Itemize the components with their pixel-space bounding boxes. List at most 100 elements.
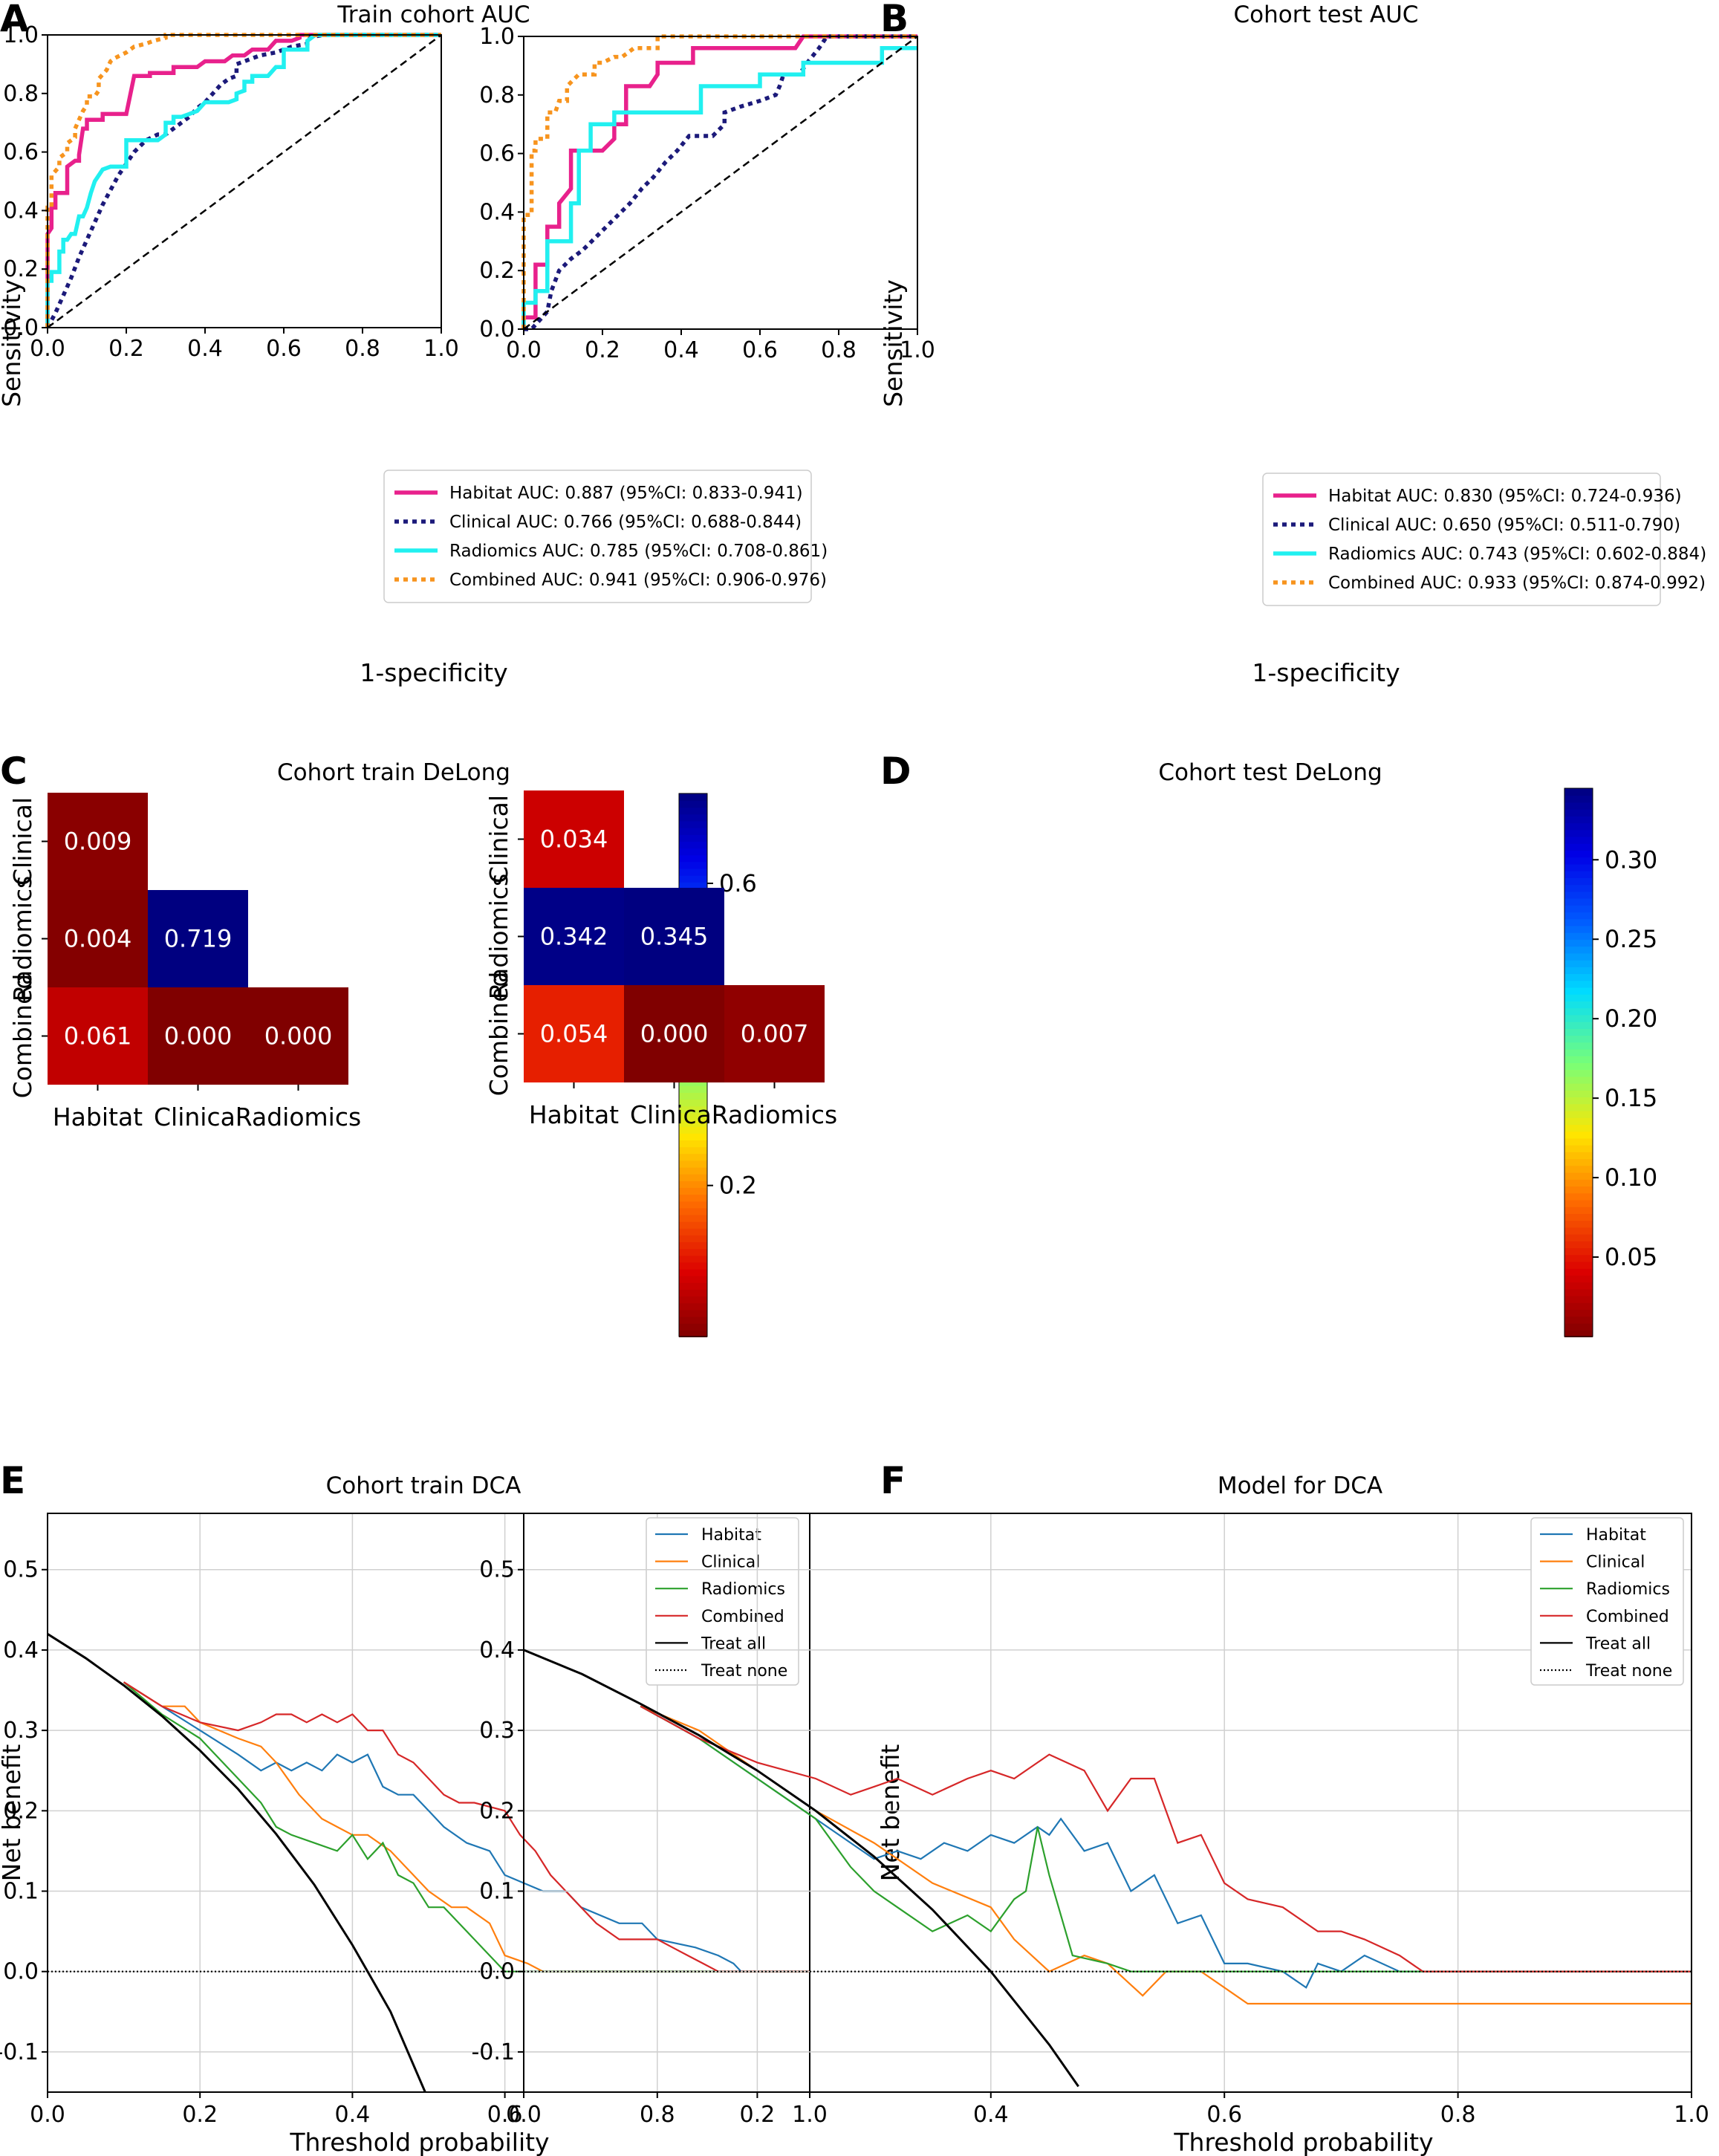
- panel-d-colorbar-segment: [1564, 829, 1593, 837]
- panel-d-colorbar-segment: [1564, 932, 1593, 940]
- panel-c-cell-label: 0.009: [64, 828, 132, 856]
- panel-c-cell-r2-c1: [148, 987, 248, 1085]
- panel-a-xtick-label: 0.8: [345, 336, 380, 362]
- panel-a-ytick-label: 1.0: [3, 22, 39, 48]
- panel-a-ytick-label: 0.4: [3, 198, 39, 224]
- panel-d-colorbar-segment: [1564, 1069, 1593, 1077]
- panel-c-colorbar-segment: [679, 834, 707, 842]
- panel-c-colorbar-segment: [679, 1119, 707, 1127]
- panel-d-colorbar-segment: [1564, 822, 1593, 831]
- panel-b-legend: Habitat AUC: 0.830 (95%CI: 0.724-0.936) C…: [1262, 473, 1706, 606]
- panel-c-colorbar-segment: [679, 827, 707, 835]
- panel-d-colorbar-segment: [1564, 836, 1593, 844]
- panel-f-legend-label-combined: Combined: [1586, 1608, 1669, 1626]
- panel-f-frame: [523, 1513, 1692, 2093]
- panel-d-colorbar-segment: [1564, 1247, 1593, 1256]
- panel-f-legend-label-treat-none: Treat none: [1585, 1662, 1672, 1681]
- panel-f-plot: 0.0 0.2 0.4 0.6 0.8 1.0 -0.1 0.0 0.1 0.2 0.3 0.4 0.5…: [471, 1513, 1709, 2128]
- panel-d-colorbar-segment: [1564, 1097, 1593, 1105]
- panel-c-colorbar-segment: [679, 1262, 707, 1270]
- panel-d-colorbar-tick-label: 0.05: [1605, 1243, 1657, 1271]
- panel-c-colorbar-segment: [679, 881, 707, 889]
- panel-c-colorbar-segment: [679, 820, 707, 828]
- panel-b-plot: 0.0 0.2 0.4 0.6 0.8 1.0 0.0 0.2 0.4 0.6 0.8 1.0 Habi…: [479, 24, 1706, 606]
- panel-c-cell-r2-c0: [48, 987, 148, 1085]
- panel-f-ytick-label: 0.5: [479, 1557, 515, 1583]
- panel-a-series-reference: [47, 33, 442, 329]
- panel-c-colorbar-segment: [679, 1180, 707, 1188]
- panel-d-colorbar-segment: [1564, 1267, 1593, 1276]
- panel-d-colorbar-segment: [1564, 1103, 1593, 1111]
- panel-c-cell-label: 0.004: [64, 925, 132, 953]
- panel-a-plot: 0.0 0.2 0.4 0.6 0.8 1.0 0.0 0.2 0.4 0.6 0.8 1.0 Habi…: [3, 22, 828, 603]
- panel-c-colorbar-segment: [679, 1201, 707, 1209]
- panel-a-ytick-label: 0.8: [3, 81, 39, 107]
- panel-f-dca-test: Model for DCA Threshold probability Net …: [471, 1472, 1709, 2156]
- panel-b-xtick-label: 0.0: [506, 337, 542, 363]
- panel-d-colorbar-tick-label: 0.15: [1605, 1084, 1657, 1112]
- panel-d-cell-label: 0.342: [540, 923, 608, 951]
- panel-a-legend-label-habitat: Habitat AUC: 0.887 (95%CI: 0.833-0.941): [449, 484, 803, 503]
- panel-b-ytick-label: 1.0: [479, 24, 515, 50]
- panel-c-row-label: Combined: [8, 974, 37, 1099]
- panel-c-colorbar-segment: [679, 1186, 707, 1195]
- panel-a-series-habitat: [45, 33, 441, 328]
- panel-b-legend-label-radiomics: Radiomics AUC: 0.743 (95%CI: 0.602-0.884…: [1328, 545, 1706, 564]
- panel-d-colorbar-segment: [1564, 938, 1593, 947]
- panel-a-xlabel: 1-specificity: [360, 658, 507, 687]
- panel-b-xtick-label: 0.6: [742, 337, 778, 363]
- panel-d-colorbar-segment: [1564, 850, 1593, 858]
- panel-d-colorbar-segment: [1564, 973, 1593, 981]
- panel-a-roc-train: Train cohort AUC 1-specificity Sensitivi…: [0, 1, 828, 687]
- panel-c-colorbar-segment: [679, 1268, 707, 1276]
- panel-d-colorbar-segment: [1564, 1178, 1593, 1187]
- panel-d-cell-r1-c0: [524, 888, 624, 985]
- panel-b-series-reference: [523, 35, 918, 331]
- panel-d-colorbar-segment: [1564, 870, 1593, 878]
- panel-d-delong-test: Cohort test DeLong 0.034 0.342 0.345 0.054 0…: [484, 759, 1657, 1337]
- panel-e-series-combined: [123, 1681, 810, 1972]
- panel-d-colorbar-segment: [1564, 912, 1593, 920]
- panel-c-colorbar-segment: [679, 1248, 707, 1256]
- panel-f-xtick-label: 0.6: [1206, 2102, 1242, 2128]
- panel-f-xlabel: Threshold probability: [1173, 2128, 1433, 2156]
- panel-b-ylabel: Sensitivity: [879, 279, 908, 407]
- panel-a-frame: [47, 34, 442, 328]
- panel-f-xtick-label: 0.4: [973, 2102, 1009, 2128]
- panel-b-legend-label-clinical: Clinical AUC: 0.650 (95%CI: 0.511-0.790): [1328, 516, 1680, 535]
- panel-label-d: D: [880, 750, 912, 793]
- panel-f-series-radiomics: [640, 1705, 1692, 1972]
- panel-d-colorbar-segment: [1564, 877, 1593, 886]
- panel-label-a: A: [0, 0, 29, 40]
- panel-d-colorbar-segment: [1564, 1302, 1593, 1311]
- panel-a-series-combined: [45, 33, 441, 328]
- panel-d-colorbar-segment: [1564, 959, 1593, 967]
- panel-d-colorbar-segment: [1564, 1227, 1593, 1235]
- panel-a-ytick-label: 0.2: [3, 256, 39, 282]
- panel-d-colorbar-segment: [1564, 904, 1593, 913]
- panel-b-series-clinical: [524, 34, 917, 331]
- panel-d-cell-label: 0.345: [640, 923, 709, 951]
- panel-d-colorbar-segment: [1564, 1117, 1593, 1126]
- panel-c-colorbar-segment: [679, 874, 707, 883]
- panel-d-colorbar-segment: [1564, 1309, 1593, 1317]
- panel-c-colorbar-segment: [679, 1173, 707, 1181]
- panel-d-colorbar-segment: [1564, 1137, 1593, 1146]
- panel-a-legend-label-clinical: Clinical AUC: 0.766 (95%CI: 0.688-0.844): [449, 513, 802, 532]
- panel-f-legend: Habitat Clinical Radiomics Combined Treat al…: [1530, 1517, 1684, 1686]
- panel-a-xtick-label: 0.2: [108, 336, 144, 362]
- panel-c-cell-label: 0.719: [164, 925, 233, 953]
- panel-c-colorbar-segment: [679, 1085, 707, 1094]
- panel-f-series-habitat: [640, 1705, 1692, 1989]
- panel-c-colorbar-segment: [679, 1329, 707, 1337]
- panel-e-xtick-label: 0.4: [335, 2102, 371, 2128]
- panel-c-colorbar-segment: [679, 1214, 707, 1222]
- panel-c-colorbar-segment: [679, 814, 707, 822]
- panel-c-cell-label: 0.061: [64, 1022, 132, 1051]
- panel-d-colorbar-segment: [1564, 946, 1593, 954]
- panel-a-title: Train cohort AUC: [337, 1, 530, 28]
- panel-d-colorbar-segment: [1564, 993, 1593, 1001]
- panel-c-colorbar-segment: [679, 854, 707, 863]
